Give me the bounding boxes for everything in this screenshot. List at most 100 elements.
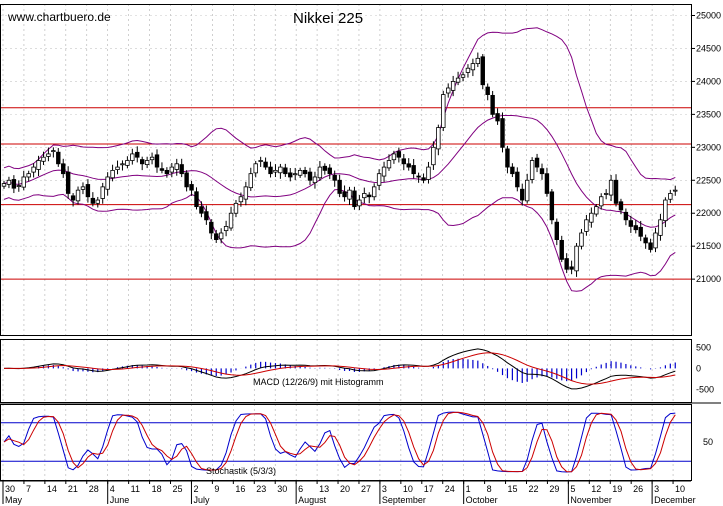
candle-body xyxy=(322,165,328,171)
candle-body xyxy=(317,166,323,179)
stochastic-d-line xyxy=(3,411,676,473)
price-tick-label: 21000 xyxy=(696,274,721,284)
candle-body xyxy=(663,199,668,222)
candle-body xyxy=(594,206,599,215)
candle-body xyxy=(16,185,22,187)
date-tick-label: 6 xyxy=(298,484,303,494)
date-tick-label: 24 xyxy=(445,484,455,494)
panel-frames xyxy=(0,4,721,481)
candle-body xyxy=(332,174,337,181)
candle-body xyxy=(668,193,673,200)
candle-body xyxy=(441,94,446,128)
candle-body xyxy=(312,176,318,184)
date-tick-label: 4 xyxy=(110,484,115,494)
candle-body xyxy=(584,219,589,232)
candle-body xyxy=(199,206,204,214)
candle-body xyxy=(643,237,648,244)
candle-body xyxy=(391,153,397,161)
candle-body xyxy=(401,158,406,165)
candle-body xyxy=(534,157,540,168)
candle-body xyxy=(268,166,273,175)
candle-body xyxy=(658,219,663,236)
candle-body xyxy=(293,173,298,176)
macd-tick-label: 0 xyxy=(696,363,701,373)
candle-body xyxy=(189,184,194,191)
candle-body xyxy=(500,118,505,148)
macd-panel xyxy=(3,348,676,390)
candle-body xyxy=(144,160,150,165)
candle-body xyxy=(46,153,51,157)
candle-body xyxy=(638,226,643,237)
candle-body xyxy=(426,166,431,180)
candle-body xyxy=(105,176,110,190)
candle-body xyxy=(450,81,456,91)
candle-body xyxy=(460,74,466,78)
price-tick-label: 22000 xyxy=(696,208,721,218)
date-tick-label: 18 xyxy=(152,484,162,494)
date-tick-label: 30 xyxy=(277,484,287,494)
candle-body xyxy=(465,67,471,73)
candle-body xyxy=(125,160,130,166)
candle-body xyxy=(273,169,278,173)
candle-body xyxy=(80,186,86,190)
candle-body xyxy=(347,189,352,200)
candle-body xyxy=(70,195,76,201)
candle-body xyxy=(623,211,629,221)
candle-body xyxy=(21,176,26,188)
candle-body xyxy=(228,212,234,229)
date-tick-label: 12 xyxy=(591,484,601,494)
date-tick-label: 10 xyxy=(675,484,685,494)
candle-body xyxy=(357,199,362,207)
candle-body xyxy=(258,160,263,162)
candle-body xyxy=(520,188,525,201)
candle-body xyxy=(396,151,402,158)
bollinger-middle xyxy=(3,115,676,228)
candle-body xyxy=(263,161,268,168)
date-tick-label: 9 xyxy=(214,484,219,494)
candle-body xyxy=(559,239,564,260)
month-label: November xyxy=(570,495,612,505)
candle-body xyxy=(569,266,574,270)
stochastic-panel xyxy=(0,411,691,473)
date-tick-label: 19 xyxy=(612,484,622,494)
candle-body xyxy=(297,169,303,176)
candle-body xyxy=(65,171,71,194)
candle-body xyxy=(495,113,500,122)
macd-label: MACD (12/26/9) mit Histogramm xyxy=(253,377,384,387)
candle-body xyxy=(342,191,347,198)
candle-body xyxy=(278,166,283,174)
candle-body xyxy=(554,221,559,240)
price-tick-label: 23000 xyxy=(696,142,721,152)
month-label: June xyxy=(110,495,130,505)
candle-body xyxy=(544,173,550,194)
price-tick-label: 21500 xyxy=(696,241,721,251)
candle-body xyxy=(11,179,17,189)
candle-body xyxy=(603,193,609,195)
month-label: December xyxy=(654,495,696,505)
candle-body xyxy=(564,258,569,270)
candle-body xyxy=(1,183,7,187)
candle-body xyxy=(51,150,56,153)
candle-body xyxy=(337,179,342,194)
candle-body xyxy=(381,166,387,177)
date-tick-label: 7 xyxy=(26,484,31,494)
month-label: July xyxy=(193,495,210,505)
candle-body xyxy=(159,168,165,171)
month-label: October xyxy=(466,495,498,505)
candle-body xyxy=(135,151,140,158)
candle-body xyxy=(510,166,515,175)
candle-body xyxy=(480,56,485,86)
date-tick-label: 10 xyxy=(403,484,413,494)
date-axis: 30 7 14 21 28 4 11 18 25 2 9 16 23 30 6 13 20 27 3 10 17 24 1 8… xyxy=(0,480,696,505)
candle-body xyxy=(26,173,31,178)
candle-body xyxy=(648,242,653,250)
date-tick-label: 15 xyxy=(508,484,518,494)
candle-body xyxy=(184,172,189,188)
date-tick-label: 14 xyxy=(47,484,57,494)
candle-body xyxy=(416,175,421,178)
candle-body xyxy=(470,63,476,71)
candle-body xyxy=(608,179,614,196)
date-tick-label: 29 xyxy=(549,484,559,494)
candle-body xyxy=(362,193,367,199)
